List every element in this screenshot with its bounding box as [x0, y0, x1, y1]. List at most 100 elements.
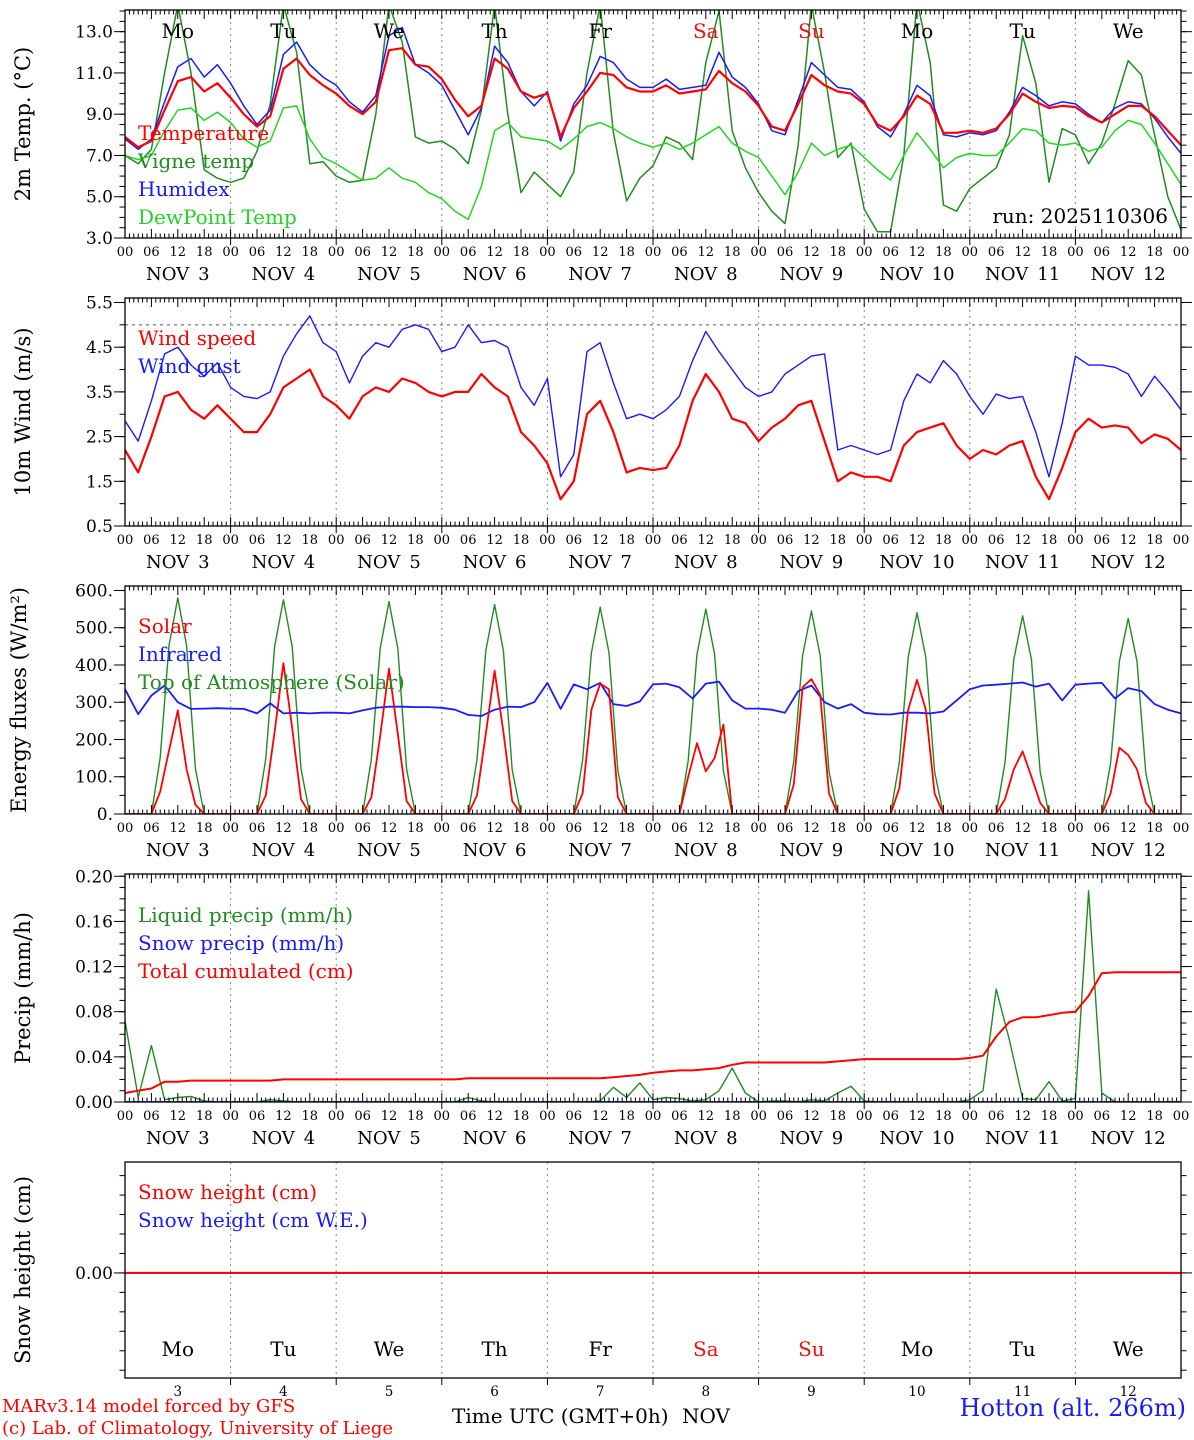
- svg-text:0.08: 0.08: [75, 1003, 113, 1023]
- svg-text:12: 12: [1120, 821, 1137, 836]
- svg-text:Vigne temp: Vigne temp: [137, 149, 254, 173]
- svg-text:00: 00: [962, 821, 979, 836]
- svg-text:06: 06: [777, 245, 794, 260]
- svg-text:06: 06: [460, 821, 477, 836]
- svg-text:18: 18: [196, 1109, 213, 1124]
- svg-text:NOV 7: NOV 7: [568, 840, 632, 861]
- svg-text:NOV 10: NOV 10: [879, 552, 954, 573]
- svg-text:Th: Th: [481, 1337, 507, 1361]
- svg-text:18: 18: [407, 533, 424, 548]
- energy-panel-series-solar: [125, 662, 1181, 814]
- svg-text:18: 18: [1041, 1109, 1058, 1124]
- svg-text:300.: 300.: [75, 693, 113, 713]
- svg-text:18: 18: [935, 533, 952, 548]
- svg-text:Sa: Sa: [693, 1337, 719, 1361]
- svg-text:Wind speed: Wind speed: [138, 326, 256, 350]
- svg-text:Mo: Mo: [162, 19, 195, 43]
- svg-text:1.5: 1.5: [86, 472, 113, 492]
- svg-text:18: 18: [724, 245, 741, 260]
- precip-panel-ticks: [114, 874, 1192, 1109]
- svg-text:NOV 6: NOV 6: [463, 264, 527, 285]
- svg-text:18: 18: [302, 1109, 319, 1124]
- svg-text:9: 9: [807, 1384, 816, 1400]
- svg-text:00: 00: [750, 1109, 767, 1124]
- svg-text:NOV 5: NOV 5: [357, 1128, 421, 1149]
- svg-text:06: 06: [143, 1109, 160, 1124]
- svg-text:00: 00: [539, 533, 556, 548]
- svg-text:06: 06: [882, 821, 899, 836]
- svg-text:00: 00: [1067, 1109, 1084, 1124]
- svg-text:12: 12: [592, 245, 609, 260]
- svg-text:NOV 4: NOV 4: [252, 1128, 316, 1149]
- svg-text:12: 12: [1014, 1109, 1031, 1124]
- svg-text:NOV 8: NOV 8: [674, 1128, 738, 1149]
- svg-text:NOV 8: NOV 8: [674, 264, 738, 285]
- svg-text:06: 06: [988, 1109, 1005, 1124]
- svg-text:9.0: 9.0: [86, 105, 113, 125]
- svg-text:06: 06: [988, 533, 1005, 548]
- svg-text:06: 06: [882, 1109, 899, 1124]
- svg-text:18: 18: [1041, 245, 1058, 260]
- svg-text:00: 00: [962, 533, 979, 548]
- snow-panel-legend: Snow height (cm) Snow height (cm W.E.): [138, 1180, 368, 1232]
- svg-text:Temperature: Temperature: [138, 121, 269, 145]
- svg-text:We: We: [1113, 1337, 1144, 1361]
- svg-text:00: 00: [856, 245, 873, 260]
- svg-text:Fr: Fr: [588, 1337, 612, 1361]
- svg-text:00: 00: [117, 533, 134, 548]
- precip-panel-hour-labels: 00 06 12 18 00 06 12 18 00 06 12 18 00 06 12 18 00 06 12 18…: [117, 1109, 1190, 1124]
- svg-text:12: 12: [486, 245, 503, 260]
- svg-text:NOV 12: NOV 12: [1091, 1128, 1166, 1149]
- svg-text:00: 00: [856, 1109, 873, 1124]
- svg-text:00: 00: [1067, 821, 1084, 836]
- svg-text:NOV 3: NOV 3: [146, 1128, 210, 1149]
- svg-text:13.0: 13.0: [75, 23, 113, 43]
- svg-text:We: We: [1113, 19, 1144, 43]
- svg-text:18: 18: [513, 821, 530, 836]
- svg-text:12: 12: [170, 1109, 187, 1124]
- svg-text:12: 12: [803, 1109, 820, 1124]
- svg-text:0.: 0.: [97, 805, 113, 825]
- svg-text:12: 12: [698, 533, 715, 548]
- svg-text:12: 12: [803, 533, 820, 548]
- svg-text:Humidex: Humidex: [138, 177, 230, 201]
- svg-text:18: 18: [618, 245, 635, 260]
- svg-text:18: 18: [1041, 533, 1058, 548]
- svg-text:Snow precip (mm/h): Snow precip (mm/h): [138, 931, 344, 955]
- svg-text:Infrared: Infrared: [138, 642, 222, 666]
- svg-text:Tu: Tu: [1009, 19, 1035, 43]
- svg-text:18: 18: [1146, 821, 1163, 836]
- svg-text:00: 00: [222, 1109, 239, 1124]
- temperature-panel-hour-labels: 00 06 12 18 00 06 12 18 00 06 12 18 00 06 12 18 00 06 12 18…: [117, 245, 1190, 260]
- svg-text:NOV 8: NOV 8: [674, 552, 738, 573]
- svg-text:18: 18: [618, 821, 635, 836]
- svg-text:06: 06: [249, 1109, 266, 1124]
- svg-text:06: 06: [143, 245, 160, 260]
- energy-panel-series-infrared: [125, 680, 1181, 717]
- svg-text:18: 18: [935, 821, 952, 836]
- svg-text:Solar: Solar: [138, 614, 192, 638]
- svg-text:18: 18: [1146, 533, 1163, 548]
- svg-text:12: 12: [170, 821, 187, 836]
- station-label: Hotton (alt. 266m): [959, 1394, 1186, 1422]
- svg-text:Wind gust: Wind gust: [138, 354, 241, 378]
- snow-panel-ytick-labels: 0.00: [75, 1264, 113, 1284]
- svg-text:00: 00: [328, 533, 345, 548]
- svg-text:NOV 10: NOV 10: [879, 1128, 954, 1149]
- svg-text:NOV 6: NOV 6: [463, 840, 527, 861]
- svg-text:00: 00: [434, 821, 451, 836]
- svg-text:00: 00: [434, 1109, 451, 1124]
- energy-panel-series-top-of-atmosphere-solar-: [125, 597, 1181, 814]
- svg-text:12: 12: [381, 245, 398, 260]
- energy-panel-hour-labels: 00 06 12 18 00 06 12 18 00 06 12 18 00 06 12 18 00 06 12 18…: [117, 821, 1190, 836]
- footer-model-credit: MARv3.14 model forced by GFS: [2, 1396, 296, 1417]
- svg-text:5: 5: [385, 1384, 394, 1400]
- svg-text:06: 06: [671, 1109, 688, 1124]
- svg-text:00: 00: [1173, 533, 1190, 548]
- svg-text:NOV 3: NOV 3: [146, 552, 210, 573]
- svg-text:00: 00: [539, 245, 556, 260]
- svg-text:12: 12: [275, 821, 292, 836]
- precip-panel-series-total-cumulated-cm-: [125, 971, 1181, 1094]
- svg-text:06: 06: [566, 533, 583, 548]
- svg-text:3: 3: [174, 1384, 183, 1400]
